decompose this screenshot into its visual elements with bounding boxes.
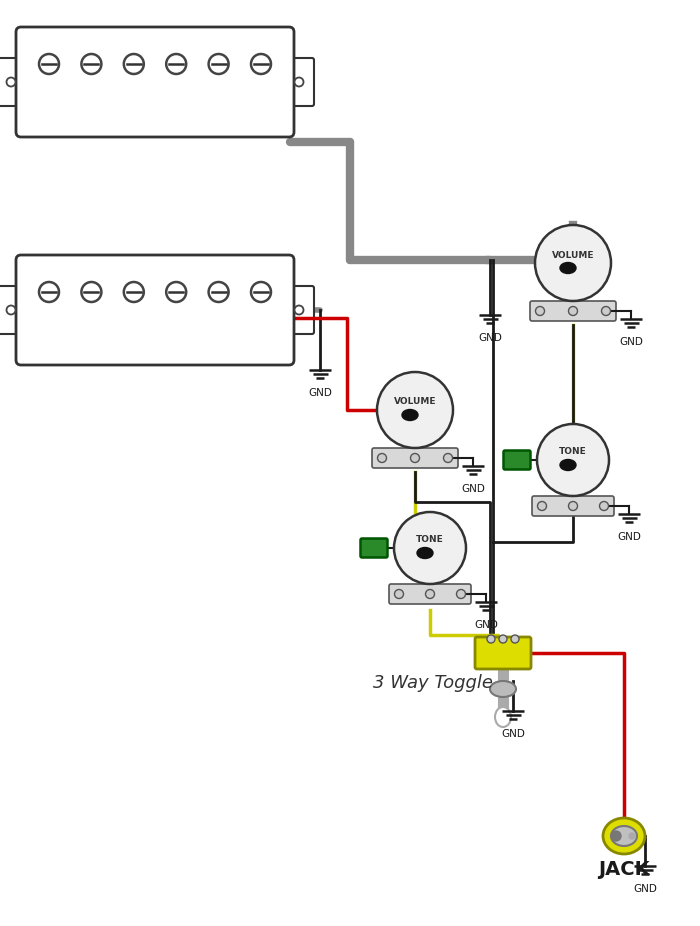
Text: VOLUME: VOLUME bbox=[393, 397, 436, 407]
Text: GND: GND bbox=[633, 884, 657, 894]
Circle shape bbox=[629, 833, 635, 839]
Text: GND: GND bbox=[474, 620, 498, 630]
Circle shape bbox=[487, 635, 495, 643]
FancyBboxPatch shape bbox=[0, 286, 26, 334]
Circle shape bbox=[456, 590, 466, 598]
FancyBboxPatch shape bbox=[389, 584, 471, 604]
Circle shape bbox=[39, 282, 59, 302]
Ellipse shape bbox=[402, 409, 418, 420]
Circle shape bbox=[536, 307, 545, 316]
Circle shape bbox=[426, 590, 435, 598]
Circle shape bbox=[166, 282, 186, 302]
FancyBboxPatch shape bbox=[360, 539, 388, 557]
Circle shape bbox=[81, 54, 102, 74]
Ellipse shape bbox=[560, 262, 576, 273]
Circle shape bbox=[166, 54, 186, 74]
Ellipse shape bbox=[560, 459, 576, 470]
Circle shape bbox=[568, 502, 578, 510]
Text: GND: GND bbox=[617, 532, 641, 542]
Circle shape bbox=[377, 454, 386, 462]
FancyBboxPatch shape bbox=[530, 301, 616, 321]
Ellipse shape bbox=[603, 818, 645, 854]
Circle shape bbox=[511, 635, 519, 643]
Circle shape bbox=[81, 282, 102, 302]
Text: GND: GND bbox=[501, 729, 525, 739]
Ellipse shape bbox=[417, 547, 433, 558]
Circle shape bbox=[295, 78, 304, 86]
Circle shape bbox=[444, 454, 452, 462]
FancyBboxPatch shape bbox=[284, 58, 314, 106]
Circle shape bbox=[209, 54, 229, 74]
Ellipse shape bbox=[495, 707, 511, 727]
Circle shape bbox=[377, 372, 453, 448]
Text: JACK: JACK bbox=[598, 860, 650, 879]
Circle shape bbox=[601, 307, 610, 316]
FancyBboxPatch shape bbox=[372, 448, 458, 468]
Text: TONE: TONE bbox=[559, 447, 587, 457]
FancyBboxPatch shape bbox=[0, 58, 26, 106]
Circle shape bbox=[535, 225, 611, 301]
Circle shape bbox=[124, 54, 144, 74]
Text: 3 Way Toggle: 3 Way Toggle bbox=[373, 674, 493, 692]
FancyBboxPatch shape bbox=[284, 286, 314, 334]
Circle shape bbox=[39, 54, 59, 74]
Circle shape bbox=[538, 502, 547, 510]
FancyBboxPatch shape bbox=[503, 451, 531, 469]
Text: VOLUME: VOLUME bbox=[552, 251, 594, 259]
Circle shape bbox=[410, 454, 419, 462]
Circle shape bbox=[537, 424, 609, 496]
Circle shape bbox=[251, 54, 271, 74]
FancyBboxPatch shape bbox=[532, 496, 614, 516]
Circle shape bbox=[209, 282, 229, 302]
Circle shape bbox=[6, 306, 15, 315]
Circle shape bbox=[124, 282, 144, 302]
Ellipse shape bbox=[490, 681, 516, 697]
Text: GND: GND bbox=[478, 333, 502, 343]
Circle shape bbox=[6, 78, 15, 86]
FancyBboxPatch shape bbox=[16, 255, 294, 365]
Circle shape bbox=[499, 635, 507, 643]
Text: TONE: TONE bbox=[416, 535, 444, 544]
Circle shape bbox=[568, 307, 578, 316]
Text: GND: GND bbox=[461, 484, 485, 494]
Circle shape bbox=[611, 831, 621, 841]
Circle shape bbox=[599, 502, 608, 510]
FancyBboxPatch shape bbox=[16, 27, 294, 137]
Circle shape bbox=[251, 282, 271, 302]
Text: GND: GND bbox=[619, 337, 643, 347]
FancyBboxPatch shape bbox=[475, 637, 531, 669]
Circle shape bbox=[395, 590, 403, 598]
Ellipse shape bbox=[611, 826, 637, 846]
Text: GND: GND bbox=[308, 388, 332, 398]
Circle shape bbox=[295, 306, 304, 315]
Circle shape bbox=[394, 512, 466, 584]
